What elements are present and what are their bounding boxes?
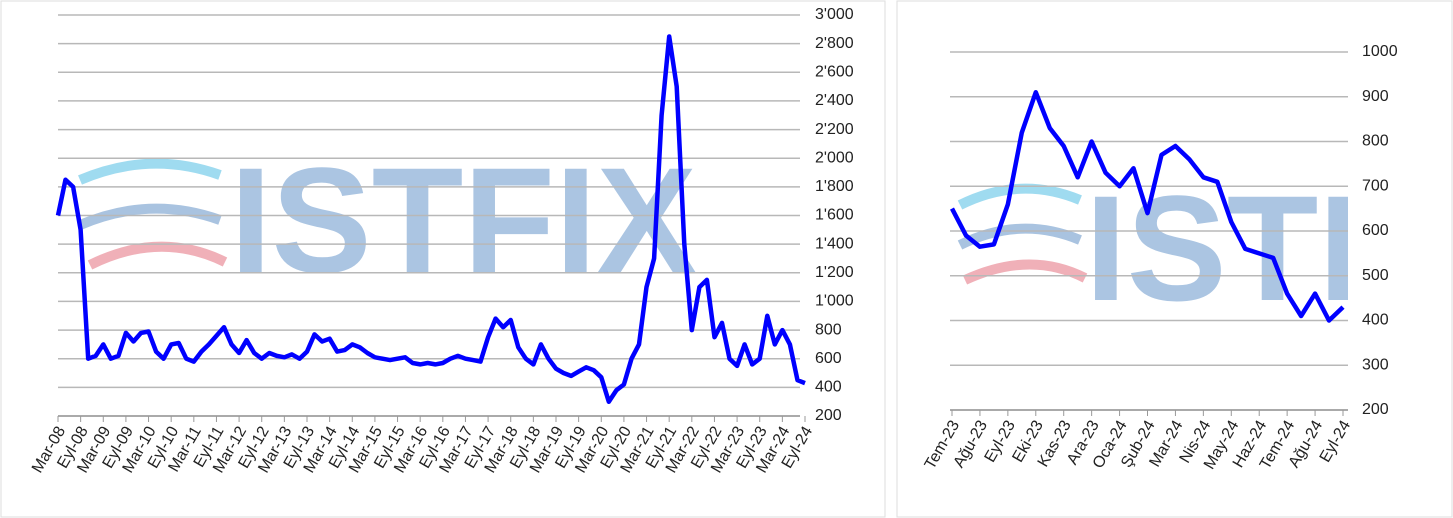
y-tick-label: 700 (1362, 177, 1389, 194)
y-tick-label: 400 (1362, 312, 1389, 329)
left-panel (0, 0, 886, 518)
data-line (55, 34, 806, 404)
y-tick-label: 2'400 (815, 92, 854, 109)
y-tick-label: 1'200 (815, 264, 854, 281)
y-tick-label: 2'200 (815, 121, 854, 138)
y-tick-label: 1'400 (815, 235, 854, 252)
y-tick-label: 900 (1362, 88, 1389, 105)
data-line (950, 90, 1345, 323)
y-tick-label: 500 (1362, 267, 1389, 284)
y-tick-label: 2'600 (815, 64, 854, 81)
y-tick-label: 600 (1362, 222, 1389, 239)
watermark: ISTFIX (1085, 164, 1453, 332)
right-panel (896, 0, 1453, 518)
y-tick-label: 400 (815, 379, 842, 396)
y-tick-label: 1'000 (815, 293, 854, 310)
y-tick-label: 3'000 (815, 6, 854, 23)
y-tick-label: 2'000 (815, 149, 854, 166)
watermark: ISTFIX (230, 136, 697, 304)
y-tick-label: 300 (1362, 356, 1389, 373)
y-tick-label: 800 (1362, 133, 1389, 150)
y-tick-label: 800 (815, 321, 842, 338)
y-tick-label: 200 (815, 407, 842, 424)
y-tick-label: 600 (815, 350, 842, 367)
y-tick-label: 1000 (1362, 43, 1398, 60)
y-tick-label: 1'600 (815, 207, 854, 224)
y-tick-label: 1'800 (815, 178, 854, 195)
y-tick-label: 2'800 (815, 35, 854, 52)
y-tick-label: 200 (1362, 401, 1389, 418)
